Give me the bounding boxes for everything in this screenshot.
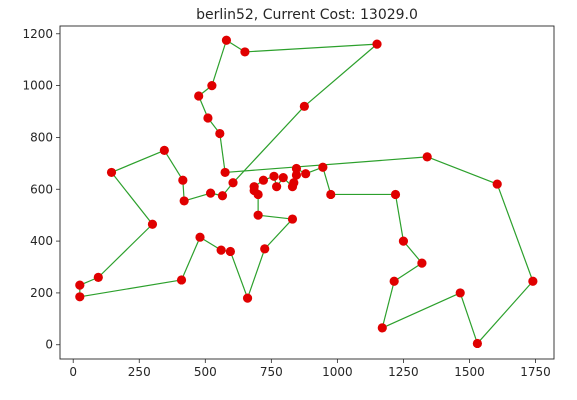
city-point <box>178 175 188 185</box>
y-tick-label: 1000 <box>22 79 53 93</box>
route-segment <box>79 279 182 298</box>
y-tick-label: 400 <box>30 234 53 248</box>
city-point <box>240 47 250 57</box>
route-segment <box>476 280 534 344</box>
y-tick-label: 0 <box>45 338 53 352</box>
city-point <box>492 179 502 189</box>
city-point <box>389 276 399 286</box>
city-point <box>377 323 387 333</box>
city-point <box>301 169 311 179</box>
city-point <box>258 175 269 185</box>
y-tick-label: 600 <box>30 182 53 196</box>
route-segment <box>258 214 293 220</box>
route-lines <box>79 39 534 344</box>
city-point <box>242 293 253 303</box>
x-tick-label: 1250 <box>388 365 419 379</box>
city-point <box>194 91 204 101</box>
x-tick-label: 1000 <box>322 365 353 379</box>
city-point <box>176 275 187 285</box>
city-points <box>75 35 538 349</box>
y-axis: 0 200 400 600 800 1000 1200 <box>22 27 60 352</box>
x-tick-label: 0 <box>69 365 77 379</box>
y-tick-label: 800 <box>30 130 53 144</box>
city-point <box>179 196 189 206</box>
route-segment <box>322 167 332 195</box>
city-point <box>390 189 401 200</box>
route-segment <box>244 43 378 53</box>
x-tick-label: 500 <box>194 365 217 379</box>
route-segment <box>232 105 305 184</box>
route-segment <box>426 156 498 185</box>
city-point <box>253 210 263 220</box>
city-point <box>291 163 302 174</box>
route-segment <box>402 240 423 264</box>
plot-frame <box>59 25 555 360</box>
city-point <box>207 81 217 91</box>
route-segment <box>381 281 395 329</box>
city-point <box>220 167 230 178</box>
city-point <box>195 232 205 242</box>
x-tick-label: 1750 <box>520 365 551 379</box>
city-point <box>221 35 232 45</box>
city-point <box>203 113 213 123</box>
route-segment <box>219 133 226 173</box>
route-segment <box>393 262 423 282</box>
city-point <box>159 145 169 155</box>
city-point <box>398 236 409 246</box>
city-point <box>106 167 117 178</box>
y-tick-label: 1200 <box>22 27 53 41</box>
route-segment <box>394 194 405 242</box>
city-point <box>417 258 427 268</box>
city-point <box>272 182 282 192</box>
city-point <box>75 292 85 302</box>
x-axis: 0 250 500 750 1000 1250 1500 1750 <box>69 359 551 379</box>
city-point <box>215 128 225 139</box>
route-segment <box>246 248 266 299</box>
city-point <box>287 182 298 192</box>
city-point <box>225 246 235 257</box>
city-point <box>422 152 432 162</box>
city-point <box>217 191 228 201</box>
route-segment <box>459 292 478 344</box>
city-point <box>472 338 482 349</box>
route-segment <box>97 223 153 278</box>
city-point <box>372 39 382 49</box>
chart-title: berlin52, Current Cost: 13029.0 <box>196 7 418 23</box>
city-point <box>249 182 259 192</box>
city-point <box>318 162 328 172</box>
route-segment <box>211 40 227 86</box>
x-tick-label: 250 <box>128 365 151 379</box>
city-point <box>287 214 298 224</box>
y-tick-label: 200 <box>30 286 53 300</box>
city-point <box>528 276 538 286</box>
city-point <box>278 172 288 183</box>
city-point <box>299 101 309 111</box>
city-point <box>269 171 279 181</box>
city-point <box>205 188 216 198</box>
route-segment <box>111 149 165 173</box>
route-segment <box>111 172 153 225</box>
city-point <box>260 244 270 254</box>
city-point <box>326 189 336 200</box>
city-point <box>291 170 302 180</box>
route-segment <box>496 183 534 282</box>
route-segment <box>229 251 249 299</box>
city-point <box>93 272 103 282</box>
city-point <box>455 288 465 298</box>
route-segment <box>180 236 201 281</box>
city-point <box>228 178 238 188</box>
x-tick-label: 750 <box>260 365 283 379</box>
route-segment <box>303 43 378 107</box>
route-segment <box>264 218 293 250</box>
route-segment <box>382 292 461 329</box>
city-point <box>75 280 85 290</box>
city-point <box>216 245 226 255</box>
route-segment <box>163 150 184 181</box>
x-tick-label: 1500 <box>454 365 485 379</box>
city-point <box>147 219 158 229</box>
